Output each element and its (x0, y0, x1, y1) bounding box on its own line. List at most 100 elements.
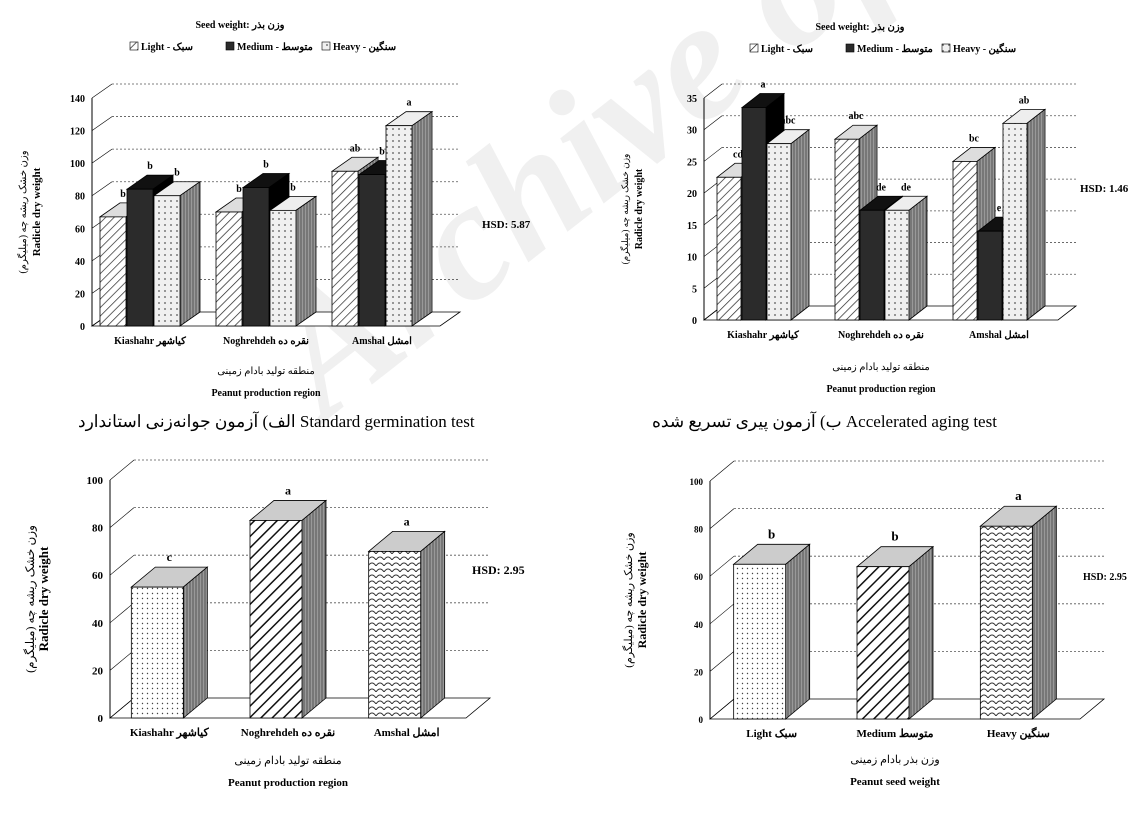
tick-diag (709, 698, 735, 720)
bar-side (301, 499, 327, 719)
chart-a-standard-germination: 0 20 40 60 80 100 120 140 b b b Kiashahr کیاشهر b b b N… (0, 0, 560, 412)
bar-front (741, 107, 767, 321)
bar-front (215, 211, 243, 327)
y-axis-title: Radicle dry weight (634, 168, 645, 249)
legend-label: Heavy - سنگین (953, 42, 1016, 55)
bar-front (834, 138, 860, 321)
legend-label: Light - سبک (761, 44, 813, 55)
bar (883, 195, 929, 321)
bar-front (766, 143, 792, 321)
significance-letter: b (768, 526, 775, 541)
tick-diag (109, 650, 135, 671)
y-tick-label: 100 (87, 475, 104, 487)
y-tick-label: 100 (70, 159, 85, 170)
significance-letter: bc (969, 133, 980, 144)
caption-b: ب) آزمون پیری تسریع شده Accelerated agin… (652, 412, 997, 431)
bar-side (179, 180, 201, 327)
hsd-label: HSD: 1.46 (1080, 183, 1129, 195)
tick-diag (91, 116, 113, 131)
significance-letter: de (901, 182, 912, 193)
bar-front (856, 566, 910, 720)
bar-side (908, 545, 934, 720)
x-tick-label: Light سبک (746, 728, 797, 740)
y-tick-label: 20 (687, 189, 697, 200)
significance-letter: ab (1019, 95, 1030, 106)
tick-diag (703, 115, 723, 130)
x-axis-title-fa: منطقه تولید بادام زمینی (832, 362, 930, 373)
legend-swatch (845, 43, 855, 53)
tick-diag (709, 555, 735, 577)
y-tick-label: 0 (80, 322, 85, 333)
bar-side (785, 543, 811, 720)
y-tick-label: 15 (687, 221, 697, 232)
tick-diag (109, 602, 135, 624)
significance-letter: a (1015, 488, 1022, 503)
bar-side (908, 195, 928, 321)
bar-front (979, 525, 1033, 720)
tick-diag (709, 460, 735, 482)
significance-letter: abc (849, 111, 865, 122)
legend-swatch (749, 43, 759, 53)
y-tick-label: 0 (699, 715, 704, 725)
significance-letter: a (285, 483, 291, 497)
tick-diag (91, 148, 113, 164)
bar-front (358, 174, 386, 327)
x-tick-label: Heavy سنگین (987, 726, 1050, 740)
chart-c-region: 0 20 40 60 80 100 c Kiashahr کیاشهر a Noghrehdeh … (0, 446, 560, 816)
bar (248, 499, 328, 719)
y-axis-title-fa: وزن خشک ریشه چه (میلیگرم) (619, 154, 631, 265)
y-tick-label: 0 (692, 316, 697, 327)
y-tick-label: 40 (694, 620, 704, 630)
chart-b-accelerated-aging: 0 5 10 15 20 25 30 35 cd a abc Kiashahr کیاشهر abc de… (580, 0, 1141, 412)
bar (384, 110, 434, 327)
y-tick-label: 120 (70, 127, 85, 138)
chart-d-svg: 0 20 40 60 80 100 b Light سبک b Medium متوسط a Heav… (622, 460, 1127, 788)
bar-front (242, 187, 270, 327)
bar-front (1002, 122, 1028, 321)
bar-side (411, 110, 433, 327)
legend-swatch (225, 41, 235, 51)
significance-letter: b (120, 189, 126, 200)
significance-letter: ab (350, 143, 361, 154)
x-tick-label: Kiashahr کیاشهر (727, 330, 799, 341)
bar-front (716, 176, 742, 321)
x-axis-title-fa: منطقه تولید بادام زمینی (234, 755, 341, 767)
tick-diag (709, 651, 735, 672)
significance-letter: b (290, 182, 296, 193)
y-tick-label: 80 (694, 525, 704, 535)
y-tick-label: 40 (92, 618, 104, 630)
plot: 0 20 40 60 80 100 120 140 b b b Kiashahr کیاشهر b b b N… (17, 20, 531, 399)
x-tick-label: Noghrehdeh نقره ده (223, 336, 309, 347)
bar-side (790, 128, 810, 321)
tick-diag (109, 507, 135, 528)
tick-diag (109, 697, 135, 719)
x-tick-label: Amshal امشل (374, 727, 440, 739)
significance-letter: a (404, 514, 410, 528)
chart-b-svg: 0 5 10 15 20 25 30 35 cd a abc Kiashahr کیاشهر abc de… (619, 22, 1129, 395)
chart-c-svg: 0 20 40 60 80 100 c Kiashahr کیاشهر a Noghrehdeh … (23, 459, 525, 789)
hsd-label: HSD: 5.87 (482, 219, 531, 231)
y-tick-label: 10 (687, 253, 697, 264)
significance-letter: b (263, 160, 269, 171)
bar-front (153, 195, 181, 327)
caption-a: الف) آزمون جوانه‌زنی استاندارد Standard … (78, 412, 475, 431)
tick-diag (703, 147, 723, 162)
bar-front (130, 586, 184, 719)
significance-letter: b (236, 184, 242, 195)
plot: 0 5 10 15 20 25 30 35 cd a abc Kiashahr کیاشهر abc de… (619, 22, 1129, 395)
y-tick-label: 30 (687, 126, 697, 137)
tick-diag (709, 508, 735, 529)
y-tick-label: 60 (75, 224, 85, 235)
y-tick-label: 5 (692, 284, 697, 295)
legend-label: Medium - متوسط (857, 44, 933, 55)
y-tick-label: 20 (75, 289, 85, 300)
y-tick-label: 60 (92, 570, 104, 582)
y-tick-label: 140 (70, 94, 85, 105)
significance-letter: abc (781, 116, 797, 127)
bar-side (420, 530, 446, 719)
legend-label: Light - سبک (141, 42, 193, 53)
tick-diag (91, 181, 113, 196)
bar-front (126, 188, 154, 327)
x-axis-title: Peanut seed weight (850, 776, 940, 788)
significance-letter: de (876, 182, 887, 193)
